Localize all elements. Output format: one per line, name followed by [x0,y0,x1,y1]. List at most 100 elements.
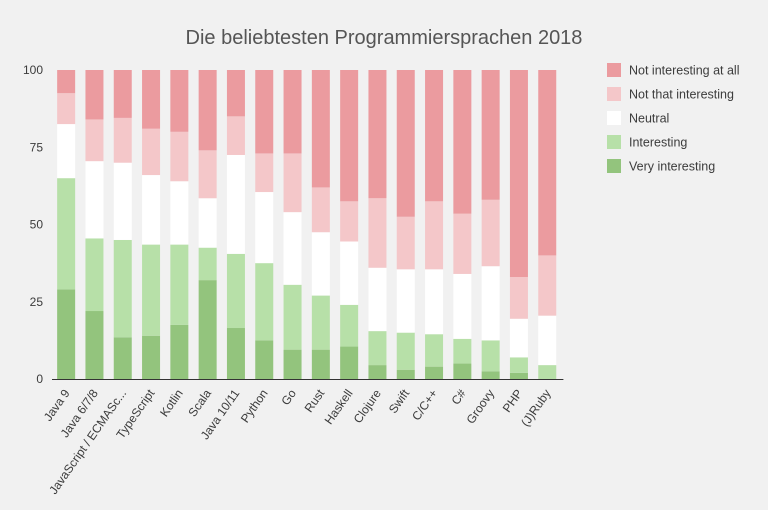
bar-5-segment-not-that-interesting [198,150,217,199]
bar-13-segment-not-that-interesting [425,201,444,270]
bar-3-segment-not-that-interesting [142,128,161,176]
bar-7-segment-not-interesting-at-all [255,70,274,154]
bar-4-segment-neutral [170,181,189,245]
bar-14-segment-interesting [453,338,472,364]
x-tick-label: Haskell [322,387,356,427]
bar-4-segment-interesting [170,244,189,325]
bar-11-segment-very-interesting [368,365,387,379]
bar-10-segment-very-interesting [340,346,359,379]
bar-1-segment-not-that-interesting [85,119,104,162]
bar-4-segment-very-interesting [170,324,189,379]
bar-15-segment-very-interesting [481,371,500,379]
legend-swatch [607,63,621,77]
bar-0-segment-very-interesting [57,289,76,379]
legend-swatch [607,159,621,173]
bar-4-segment-not-that-interesting [170,131,189,182]
bar-16-segment-neutral [509,318,528,358]
bar-14-segment-not-that-interesting [453,213,472,274]
bar-6-segment-very-interesting [226,328,245,379]
bar-15-segment-not-that-interesting [481,199,500,267]
bar-9-segment-not-that-interesting [311,187,330,233]
bar-11-segment-neutral [368,267,387,332]
bar-10-segment-interesting [340,304,359,347]
bar-17-segment-interesting [538,365,557,379]
bar-1-segment-not-interesting-at-all [85,70,104,120]
bar-11-segment-not-that-interesting [368,198,387,268]
bar-0-segment-not-interesting-at-all [57,70,76,94]
bar-5-segment-very-interesting [198,280,217,379]
bar-8-segment-very-interesting [283,349,302,379]
bar-0-segment-interesting [57,178,76,290]
x-tick-label: Python [238,387,271,426]
bar-11-segment-not-interesting-at-all [368,70,387,199]
legend: Not interesting at all Not that interesti… [607,63,739,174]
legend-label: Not that interesting [629,88,734,102]
bar-10-segment-not-that-interesting [340,201,359,242]
bar-9-segment-interesting [311,295,330,350]
bar-5-segment-interesting [198,247,217,281]
bar-13-segment-neutral [425,269,444,335]
legend-label: Interesting [629,136,687,150]
bar-1-segment-very-interesting [85,311,104,379]
bar-17-segment-not-interesting-at-all [538,70,557,256]
bar-13-segment-not-interesting-at-all [425,70,444,202]
bar-9-segment-not-interesting-at-all [311,70,330,188]
bar-15-segment-interesting [481,340,500,372]
bar-8-segment-not-interesting-at-all [283,70,302,154]
x-tick-label: Scala [185,386,214,419]
bar-13-segment-interesting [425,334,444,367]
bar-7-segment-very-interesting [255,340,274,379]
bar-1-segment-neutral [85,161,104,239]
chart-title: Die beliebtesten Programmiersprachen 201… [186,27,583,49]
bar-2-segment-not-that-interesting [113,117,132,163]
bar-12-segment-very-interesting [396,369,415,379]
bar-5-segment-not-interesting-at-all [198,70,217,151]
bar-6-segment-interesting [226,253,245,329]
x-tick-label: Clojure [351,386,384,425]
bar-1-segment-interesting [85,238,104,312]
y-tick-label: 100 [23,63,43,77]
bar-5-segment-neutral [198,198,217,248]
y-tick-label: 0 [36,372,43,386]
bar-8-segment-not-that-interesting [283,153,302,213]
bar-2-segment-interesting [113,239,132,338]
bar-12-segment-interesting [396,332,415,370]
x-tick-label: PHP [500,387,526,415]
x-tick-label: Swift [386,386,413,416]
bar-10-segment-not-interesting-at-all [340,70,359,202]
x-tick-label: C# [449,386,469,407]
bar-9-segment-very-interesting [311,349,330,379]
y-tick-label: 50 [30,218,44,232]
bar-15-segment-not-interesting-at-all [481,70,500,200]
bar-10-segment-neutral [340,241,359,305]
bar-3-segment-not-interesting-at-all [142,70,161,129]
x-tick-label: Rust [302,386,328,415]
bar-14-segment-neutral [453,273,472,339]
legend-label: Neutral [629,112,669,126]
bar-12-segment-not-that-interesting [396,216,415,270]
bar-7-segment-interesting [255,263,274,341]
bar-17-segment-neutral [538,315,557,366]
bar-2-segment-not-interesting-at-all [113,70,132,118]
bar-4-segment-not-interesting-at-all [170,70,189,132]
bar-12-segment-neutral [396,269,415,333]
bar-16-segment-very-interesting [509,372,528,379]
legend-label: Very interesting [629,160,715,174]
bar-3-segment-neutral [142,175,161,245]
legend-label: Not interesting at all [629,64,739,78]
bar-14-segment-not-interesting-at-all [453,70,472,214]
bar-6-segment-neutral [226,154,245,254]
bar-16-segment-not-interesting-at-all [509,70,528,278]
bar-0-segment-neutral [57,124,76,179]
x-tick-label: Kotlin [157,387,186,420]
bar-13-segment-very-interesting [425,366,444,379]
x-tick-label: (J)Ruby [518,387,554,429]
y-tick-label: 25 [30,295,44,309]
bar-16-segment-not-that-interesting [509,277,528,319]
legend-swatch [607,111,621,125]
bar-9-segment-neutral [311,232,330,296]
bar-6-segment-not-that-interesting [226,116,245,155]
